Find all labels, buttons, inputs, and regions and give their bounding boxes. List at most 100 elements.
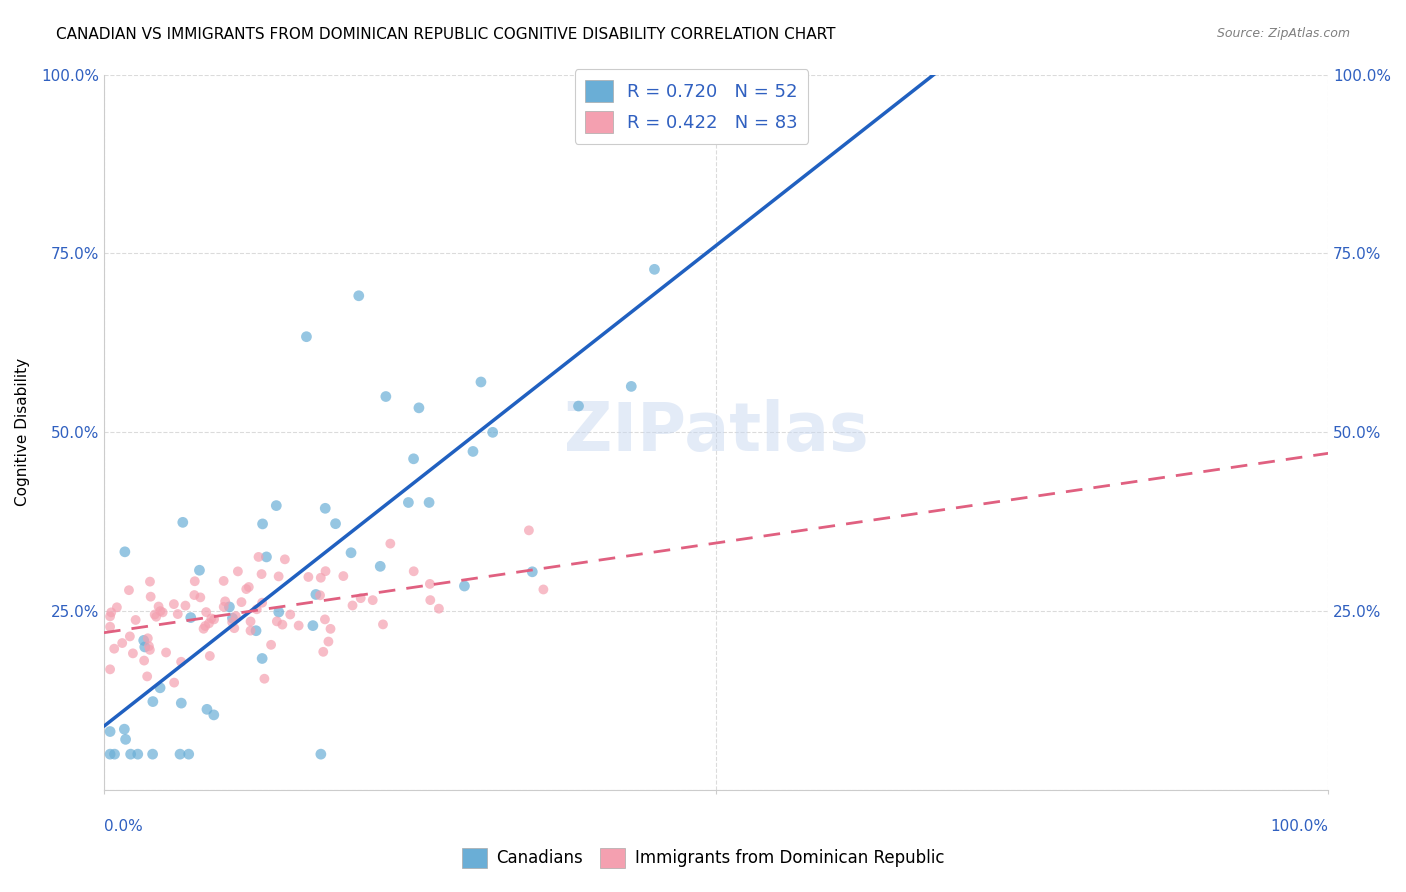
Point: [145, 609, 167, 624]
Point: [118, 629, 141, 643]
Point: [155, 645, 177, 659]
Point: [198, 616, 221, 631]
Point: [170, 655, 193, 669]
Point: [643, 262, 665, 277]
Point: [620, 379, 643, 393]
Point: [325, 516, 347, 531]
Point: [166, 607, 188, 621]
Point: [361, 593, 384, 607]
Point: [120, 747, 142, 761]
Point: [419, 577, 441, 591]
Point: [302, 618, 325, 632]
Point: [195, 605, 218, 619]
Text: 100.0%: 100.0%: [1270, 819, 1329, 833]
Point: [522, 565, 544, 579]
Point: [396, 495, 419, 509]
Point: [271, 617, 294, 632]
Point: [295, 329, 318, 343]
Point: [315, 564, 337, 578]
Point: [340, 546, 363, 560]
Point: [253, 672, 276, 686]
Point: [368, 559, 391, 574]
Point: [170, 696, 193, 710]
Point: [142, 747, 165, 761]
Point: [408, 401, 430, 415]
Point: [470, 375, 492, 389]
Point: [238, 580, 260, 594]
Point: [531, 582, 554, 597]
Point: [98, 662, 121, 676]
Point: [98, 609, 121, 624]
Point: [371, 617, 394, 632]
Point: [235, 582, 257, 596]
Point: [453, 579, 475, 593]
Point: [481, 425, 503, 440]
Point: [103, 747, 125, 761]
Point: [309, 747, 332, 761]
Point: [180, 610, 202, 624]
Text: 0.0%: 0.0%: [104, 819, 143, 833]
Point: [309, 588, 332, 602]
Point: [350, 591, 373, 606]
Text: ZIPatlas: ZIPatlas: [564, 400, 869, 466]
Point: [267, 605, 290, 619]
Point: [427, 601, 450, 615]
Point: [517, 524, 540, 538]
Point: [174, 599, 197, 613]
Point: [134, 640, 156, 654]
Point: [250, 567, 273, 582]
Point: [247, 549, 270, 564]
Point: [768, 68, 790, 82]
Point: [127, 747, 149, 761]
Point: [195, 702, 218, 716]
Point: [419, 593, 441, 607]
Point: [312, 645, 335, 659]
Point: [202, 707, 225, 722]
Point: [287, 618, 309, 632]
Point: [188, 563, 211, 577]
Point: [274, 552, 297, 566]
Point: [278, 607, 301, 622]
Point: [332, 569, 354, 583]
Point: [169, 747, 191, 761]
Point: [226, 565, 249, 579]
Point: [402, 564, 425, 578]
Point: [250, 651, 273, 665]
Text: CANADIAN VS IMMIGRANTS FROM DOMINICAN REPUBLIC COGNITIVE DISABILITY CORRELATION : CANADIAN VS IMMIGRANTS FROM DOMINICAN RE…: [56, 27, 835, 42]
Point: [194, 619, 217, 633]
Point: [380, 536, 402, 550]
Point: [319, 622, 342, 636]
Point: [100, 606, 122, 620]
Point: [111, 636, 134, 650]
Point: [152, 605, 174, 619]
Point: [184, 574, 207, 589]
Point: [314, 612, 336, 626]
Point: [122, 646, 145, 660]
Point: [198, 648, 221, 663]
Point: [218, 599, 240, 614]
Text: Source: ZipAtlas.com: Source: ZipAtlas.com: [1216, 27, 1350, 40]
Point: [132, 633, 155, 648]
Point: [252, 516, 274, 531]
Point: [314, 501, 336, 516]
Point: [256, 549, 278, 564]
Point: [266, 615, 288, 629]
Point: [139, 574, 162, 589]
Point: [148, 599, 170, 614]
Point: [221, 611, 243, 625]
Point: [98, 724, 121, 739]
Point: [225, 609, 247, 624]
Point: [342, 599, 364, 613]
Legend: R = 0.720   N = 52, R = 0.422   N = 83: R = 0.720 N = 52, R = 0.422 N = 83: [575, 70, 808, 144]
Point: [188, 591, 211, 605]
Point: [214, 594, 236, 608]
Point: [239, 624, 262, 638]
Point: [177, 747, 200, 761]
Point: [139, 643, 162, 657]
Point: [112, 722, 135, 736]
Point: [193, 622, 215, 636]
Point: [124, 613, 146, 627]
Point: [98, 620, 121, 634]
Point: [149, 681, 172, 695]
Point: [202, 612, 225, 626]
